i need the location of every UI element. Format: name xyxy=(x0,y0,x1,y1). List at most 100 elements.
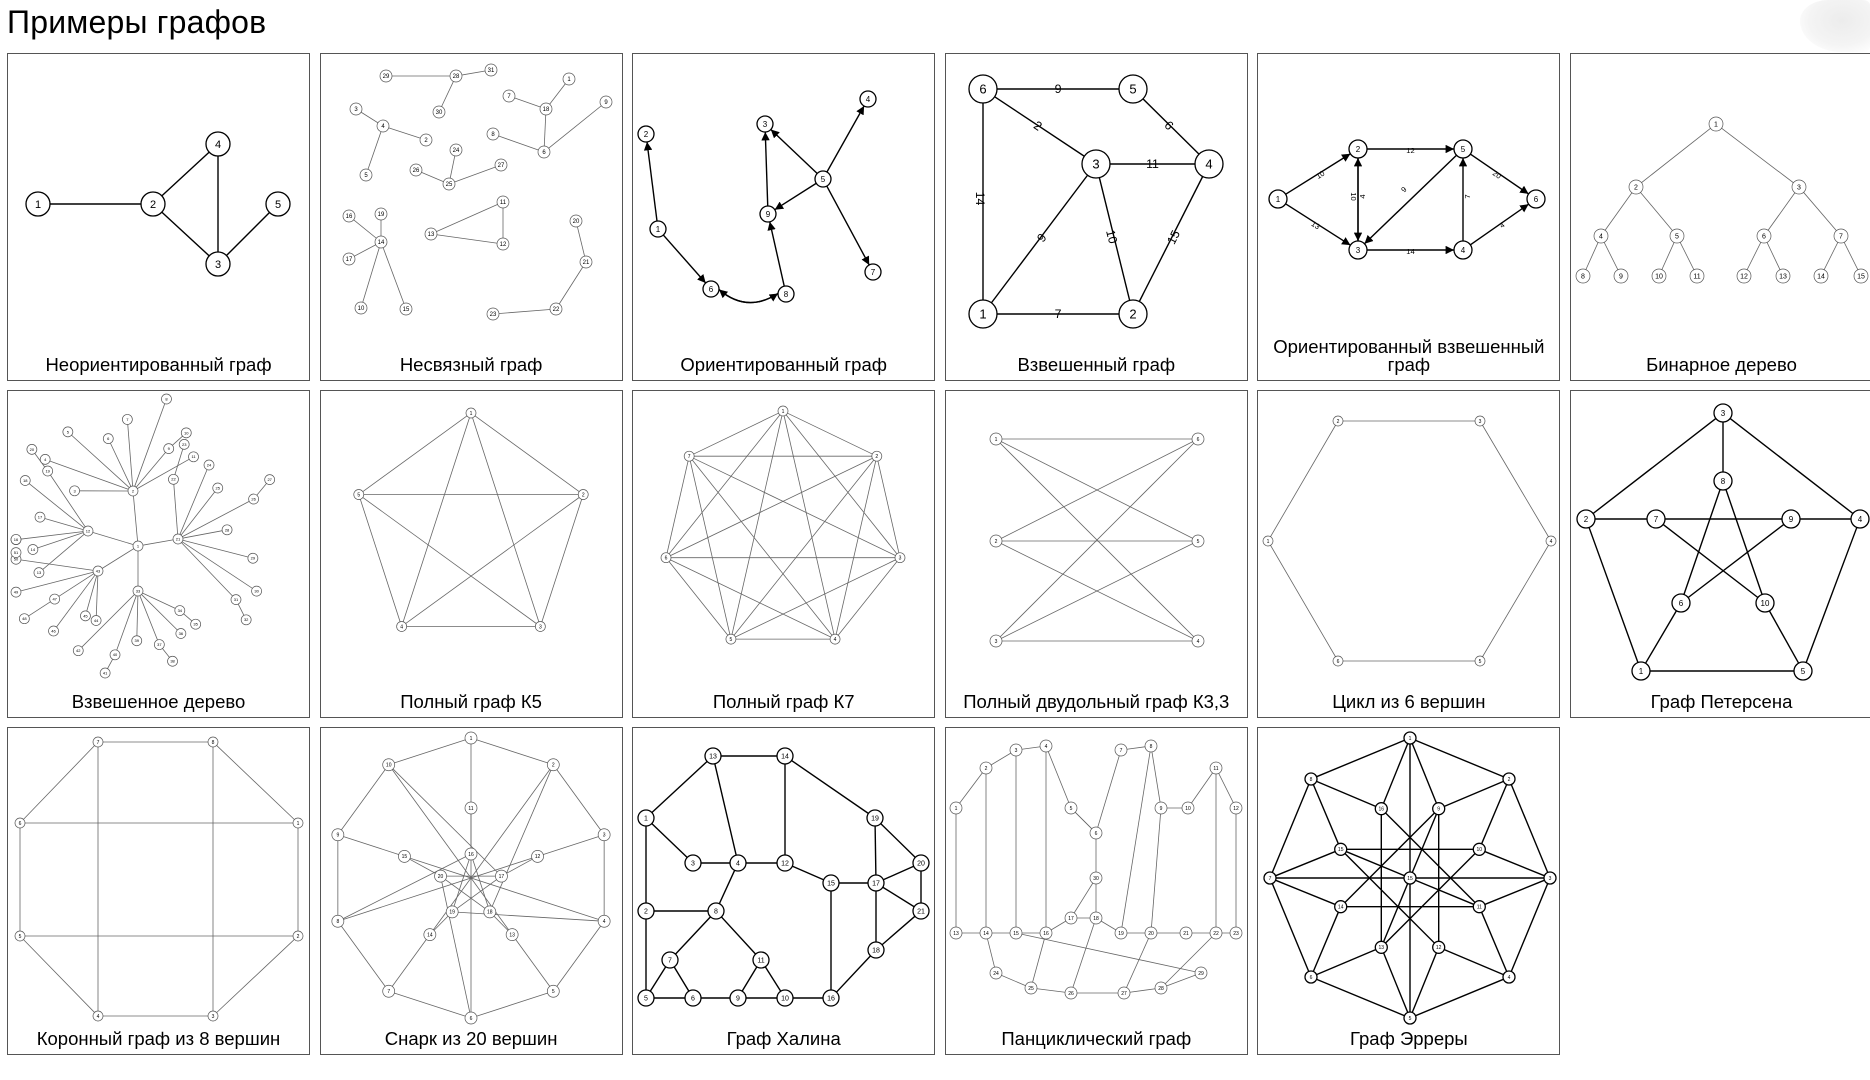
graph-edge xyxy=(1410,947,1440,1018)
graph-edge xyxy=(996,541,1198,642)
graph-edge xyxy=(15,570,98,593)
graph-node xyxy=(1089,911,1103,925)
graph-card: 1 2 3 4 5 6 7 Полный граф К7 xyxy=(632,390,936,718)
graph-node xyxy=(342,209,355,223)
graph-edge xyxy=(67,431,133,491)
graph-edge xyxy=(996,540,1198,641)
graph-node xyxy=(989,966,1003,980)
graph-node xyxy=(1117,986,1131,1000)
node-label: 8 xyxy=(784,290,789,299)
node-label: 3 xyxy=(602,833,605,839)
graph-edge xyxy=(1015,932,1200,974)
node-label: 8 xyxy=(212,740,215,746)
node-label: 7 xyxy=(1839,234,1843,241)
graph-node xyxy=(1229,801,1243,815)
graph-node xyxy=(867,941,885,959)
graph-node xyxy=(34,511,46,523)
node-label: 17 xyxy=(38,515,43,520)
graph-node xyxy=(1708,116,1724,132)
node-label: 25 xyxy=(445,182,452,188)
graph-edge xyxy=(996,438,1199,641)
node-label: 3 xyxy=(1797,185,1801,192)
graph-node xyxy=(207,1010,219,1022)
node-label: 11 xyxy=(1693,274,1700,281)
graph-node xyxy=(1154,801,1168,815)
graph-edge xyxy=(1311,906,1342,977)
graph-edge xyxy=(1479,877,1550,908)
graph-node xyxy=(1064,986,1078,1000)
graph-node xyxy=(1475,415,1486,427)
graph-node xyxy=(702,280,720,298)
corner-decoration xyxy=(1800,0,1870,52)
graph-edge xyxy=(1133,163,1210,312)
graph-node xyxy=(1064,801,1078,815)
nodes: 2 1 3 4 5 9 6 8 7 xyxy=(637,90,882,303)
graph-node xyxy=(14,930,26,942)
graph-node xyxy=(92,1010,104,1022)
graph-edge xyxy=(1585,413,1722,520)
graph-node xyxy=(1646,509,1666,529)
graph-edge xyxy=(669,911,716,961)
graph-node xyxy=(1713,403,1733,423)
graph-edge xyxy=(405,856,604,922)
graph-node xyxy=(203,459,215,471)
edge-weight-label: 20 xyxy=(1491,169,1503,181)
node-label: 2 xyxy=(132,488,135,493)
node-label: 5 xyxy=(67,429,70,434)
edges xyxy=(1269,737,1552,1019)
graph-edge xyxy=(438,76,456,113)
node-label: 17 xyxy=(872,881,880,888)
node-label: 5 xyxy=(1461,145,1466,154)
node-label: 4 xyxy=(1044,744,1047,750)
graph-edge xyxy=(178,487,219,539)
graph-edge xyxy=(716,911,762,961)
graph-node xyxy=(212,482,224,494)
graph-node xyxy=(684,854,702,872)
graph-node xyxy=(1475,655,1486,667)
node-label: 6 xyxy=(1762,234,1766,241)
graph-node xyxy=(661,951,679,969)
graph-node xyxy=(207,736,219,748)
node-label: 5 xyxy=(1196,539,1199,545)
node-label: 33 xyxy=(136,588,141,593)
node-label: 5 xyxy=(275,199,281,211)
graph-card: 13 14 1 19 3 4 12 20 15 17 2 8 21 7 11 18 5 6 9 10 16 Граф Ха… xyxy=(632,727,936,1055)
graph-caption: Бинарное дерево xyxy=(1646,354,1797,375)
graph-edge xyxy=(1438,778,1509,810)
graph-node xyxy=(871,450,883,462)
node-label: 48 xyxy=(22,616,27,621)
graph-edge xyxy=(107,438,133,491)
node-label: 9 xyxy=(766,210,771,219)
graph-edge xyxy=(492,308,555,315)
nodes: 1 2 3 4 5 6 7 xyxy=(660,405,906,645)
graph-edge xyxy=(471,413,584,495)
graph-node xyxy=(707,902,725,920)
node-label: 16 xyxy=(345,214,352,220)
graph-edge xyxy=(77,591,138,651)
graph-node xyxy=(1039,739,1053,753)
node-label: 6 xyxy=(1310,975,1313,981)
node-label: 28 xyxy=(1158,986,1164,992)
graph-edge xyxy=(219,203,279,263)
node-label: 8 xyxy=(1721,477,1726,486)
graph-edge xyxy=(1410,808,1440,878)
node-label: 16 xyxy=(827,996,835,1003)
node-label: 3 xyxy=(73,488,76,493)
graph-edge xyxy=(783,411,901,558)
graph-node xyxy=(912,854,930,872)
graph-edge xyxy=(114,591,139,655)
graph-node xyxy=(1502,970,1517,984)
graph-edge xyxy=(53,571,98,632)
graph-node xyxy=(822,874,840,892)
node-label: 7 xyxy=(1119,748,1122,754)
graph-diagram: 13 14 1 19 3 4 12 20 15 17 2 8 21 7 11 18 5 6 9 10 16 xyxy=(637,747,930,1007)
graph-edge xyxy=(1479,848,1550,879)
graph-node xyxy=(1081,149,1111,179)
edges xyxy=(644,105,871,304)
graph-node xyxy=(464,1011,477,1025)
graph-node xyxy=(1263,871,1278,885)
graph-node xyxy=(534,621,546,632)
graph-edge xyxy=(689,455,900,558)
